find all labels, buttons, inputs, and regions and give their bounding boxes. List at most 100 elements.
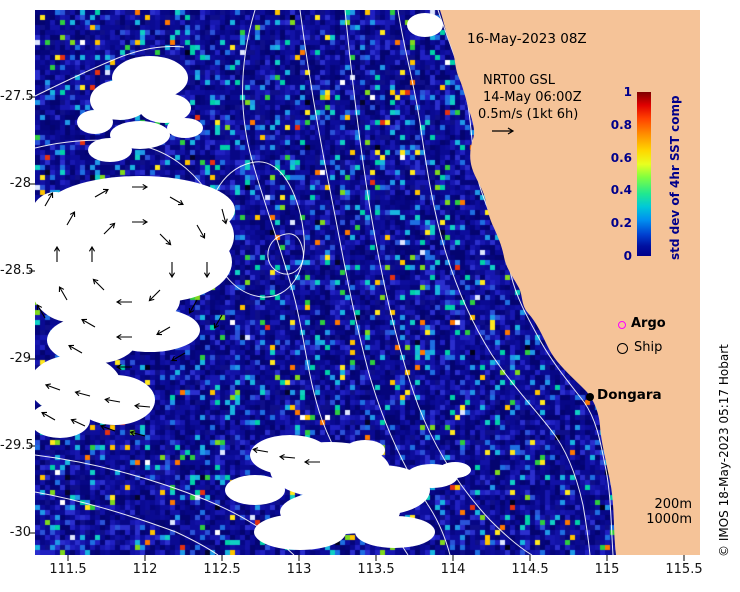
colorbar-tick-label: 0.4	[610, 183, 632, 198]
ship-marker-icon	[617, 343, 628, 354]
legend-argo-label: Argo	[631, 316, 666, 331]
ssh-contour	[208, 161, 305, 298]
current-vector-arrow	[169, 196, 184, 206]
y-tick-label: -30	[9, 525, 31, 540]
cloud-patch	[407, 13, 443, 37]
current-vector-arrow	[104, 397, 121, 404]
current-vector-arrow	[103, 222, 116, 235]
ssh-contour	[35, 454, 295, 555]
cloud-patch	[35, 402, 90, 438]
current-vector-arrow	[74, 390, 91, 397]
current-vector-arrow	[303, 458, 320, 466]
argo-marker-icon	[618, 321, 626, 329]
cloud-patch	[90, 80, 150, 120]
current-vector-arrow	[115, 363, 132, 371]
isobath-200m-label: 200m	[654, 497, 692, 512]
copyright-label: © IMOS 18-May-2023 05:17 Hobart	[717, 344, 731, 557]
cloud-patch	[35, 192, 81, 252]
cloud-patch	[75, 375, 155, 425]
dongara-label: Dongara	[597, 387, 662, 403]
legend-ship-label: Ship	[634, 340, 663, 355]
x-tick-label: 112	[132, 562, 158, 577]
cloud-patch	[35, 242, 110, 322]
x-tick-label: 111.5	[49, 562, 87, 577]
cloud-patch	[88, 138, 132, 162]
current-vector-arrow	[221, 208, 228, 225]
colorbar-tick-label: 0.6	[610, 150, 632, 165]
ssh-contour	[344, 10, 533, 555]
current-vector-arrow	[188, 299, 198, 314]
ssh-contour	[35, 46, 185, 97]
current-vector-arrow	[70, 418, 86, 427]
colorbar-gradient	[637, 92, 651, 256]
colorbar-tick-label: 1	[623, 85, 632, 99]
cloud-patch	[355, 516, 435, 548]
plot-clip-group	[35, 10, 614, 555]
cloud-patch	[254, 514, 346, 550]
current-vector-arrow	[66, 211, 76, 226]
current-vector-arrow	[129, 430, 146, 437]
current-vector-arrow	[99, 424, 116, 432]
x-tick-label: 112.5	[203, 562, 241, 577]
current-vector-arrow	[159, 233, 172, 246]
y-tick-label: -29	[9, 351, 31, 366]
current-vector-arrow	[168, 262, 176, 279]
dongara-marker	[586, 393, 594, 401]
x-tick-label: 114	[440, 562, 466, 577]
current-vector-arrow	[36, 304, 46, 319]
ssh-contour	[267, 233, 304, 275]
current-vector-arrow	[115, 333, 132, 341]
current-vector-arrow	[196, 224, 206, 239]
ssh-contour	[299, 10, 451, 555]
colorbar-tick-label: 0.2	[610, 216, 632, 231]
current-vector-arrow	[203, 262, 211, 279]
current-vector-arrow	[41, 411, 56, 421]
current-vector-arrow	[44, 192, 54, 207]
y-tick-label: -27.5	[0, 89, 34, 104]
cloud-patch	[250, 435, 330, 475]
isobath-1000m-label: 1000m	[646, 512, 692, 527]
current-vector-arrow	[58, 286, 68, 301]
current-vector-arrow	[94, 188, 109, 198]
current-vector-arrow	[88, 245, 96, 262]
ssh-contour	[397, 10, 591, 555]
current-vector-arrow	[213, 314, 223, 329]
ssh-contour	[242, 10, 409, 555]
cloud-patch	[162, 206, 234, 266]
datetime-label: 16-May-2023 08Z	[467, 31, 587, 47]
y-tick-label: -29.5	[0, 438, 34, 453]
current-vector-arrow	[92, 278, 105, 291]
current-vector-arrow	[278, 454, 296, 461]
current-vector-arrow	[148, 289, 161, 302]
cloud-patch	[77, 110, 113, 134]
current-vector-arrow	[44, 383, 61, 391]
cloud-patch	[225, 475, 285, 505]
current-vector-arrow	[132, 218, 149, 226]
ssh-contour	[35, 491, 219, 555]
cloud-patch	[167, 118, 203, 138]
current-vector-arrow	[252, 447, 269, 454]
current-vector-arrow	[171, 352, 186, 362]
current-vector-arrow	[68, 344, 83, 354]
velocity-scale-label: 0.5m/s (1kt 6h)	[478, 107, 579, 122]
cloud-patch	[139, 93, 191, 123]
valid-time-label: 14-May 06:00Z	[483, 90, 582, 105]
x-tick-label: 115.5	[665, 562, 703, 577]
y-tick-label: -28	[9, 176, 31, 191]
current-vector-arrow	[132, 183, 149, 191]
cloud-patch	[345, 440, 385, 460]
model-label: NRT00 GSL	[483, 73, 555, 88]
colorbar-tick-label: 0	[623, 249, 632, 263]
current-vector-arrow	[156, 326, 171, 336]
y-tick-label: -28.5	[0, 263, 34, 278]
x-tick-label: 113.5	[357, 562, 395, 577]
x-tick-label: 113	[286, 562, 312, 577]
scale-arrow-icon	[492, 127, 515, 135]
current-vector-arrow	[81, 318, 96, 328]
x-tick-label: 114.5	[511, 562, 549, 577]
x-tick-label: 115	[594, 562, 620, 577]
cloud-patch	[47, 316, 137, 364]
cloud-patch	[439, 462, 471, 478]
